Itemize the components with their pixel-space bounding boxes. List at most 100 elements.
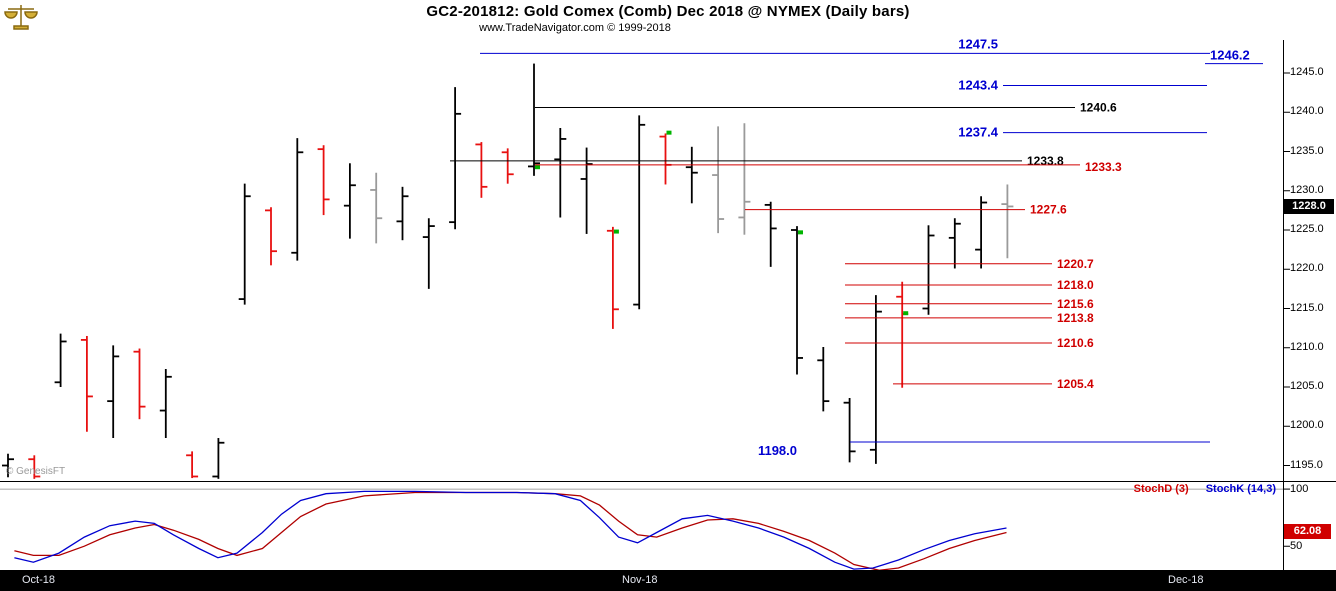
signal-marker — [613, 229, 619, 234]
ohlc-bar — [422, 218, 435, 289]
ohlc-bar — [738, 123, 751, 235]
ohlc-bar — [896, 281, 909, 388]
stochk-legend-label[interactable]: StochK (14,3) — [1205, 483, 1276, 495]
price-level-label: 1247.5 — [958, 36, 998, 51]
price-level[interactable]: 1198.0 — [758, 441, 1210, 458]
stoch-legend: StochD (3) StochK (14,3) — [0, 483, 1276, 495]
signal-marker — [798, 230, 803, 235]
time-axis[interactable]: Oct-18 Nov-18 Dec-18 — [0, 570, 1336, 591]
price-level-label: 1215.6 — [1057, 297, 1094, 311]
ohlc-bar — [159, 368, 172, 439]
signal-marker — [535, 165, 540, 170]
price-tick-label: 1195.0 — [1290, 458, 1323, 471]
price-level[interactable]: 1233.3 — [535, 160, 1122, 174]
ohlc-bar — [685, 146, 698, 204]
price-level[interactable]: 1237.4 — [958, 125, 1207, 140]
ohlc-bar — [212, 438, 225, 479]
price-tick-label: 1245.0 — [1290, 66, 1324, 78]
genesis-logo-icon — [4, 2, 40, 34]
genesis-watermark: © GenesisFT — [6, 466, 66, 477]
price-level-label: 1213.8 — [1057, 311, 1094, 325]
ohlc-bar — [764, 201, 777, 267]
price-level[interactable]: 1220.7 — [845, 257, 1094, 271]
price-level[interactable]: 1210.6 — [845, 336, 1094, 350]
ohlc-bar — [606, 226, 619, 329]
price-tick-label: 1205.0 — [1290, 380, 1324, 392]
ohlc-bar — [28, 455, 41, 479]
price-tick-label: 1200.0 — [1290, 419, 1324, 432]
price-level[interactable]: 1240.6 — [535, 101, 1117, 115]
price-tick-label: 1230.0 — [1290, 183, 1324, 196]
ohlc-bar — [133, 348, 146, 420]
price-level-label: 1240.6 — [1080, 101, 1117, 115]
ohlc-bar — [475, 142, 488, 198]
price-level-label: 1243.4 — [958, 78, 999, 93]
ohlc-bar — [712, 126, 725, 234]
ohlc-bar — [238, 183, 251, 305]
price-tick-label: 1215.0 — [1290, 301, 1324, 314]
ohlc-bar — [2, 453, 14, 478]
price-level[interactable]: 1218.0 — [845, 278, 1094, 292]
ohlc-bar — [317, 145, 330, 216]
price-level[interactable]: 1205.4 — [893, 377, 1094, 391]
ohlc-bar — [869, 295, 882, 464]
ohlc-bar — [659, 130, 672, 185]
price-level[interactable]: 1213.8 — [845, 311, 1094, 325]
price-level-label: 1198.0 — [758, 443, 797, 458]
ohlc-bar — [291, 138, 304, 261]
ohlc-bar — [948, 218, 961, 269]
price-level-label: 1233.3 — [1085, 160, 1122, 174]
price-tick-label: 1235.0 — [1290, 144, 1324, 157]
price-level[interactable]: 1243.4 — [958, 78, 1207, 93]
price-level[interactable]: 1215.6 — [845, 297, 1094, 311]
price-tick-label: 1240.0 — [1290, 105, 1324, 118]
ohlc-bar — [396, 186, 409, 241]
signal-marker — [666, 130, 672, 135]
price-level-label: 1233.8 — [1027, 154, 1064, 168]
stochd-line — [14, 491, 1007, 571]
price-level[interactable]: 1233.8 — [450, 154, 1064, 168]
price-tick-label: 1210.0 — [1290, 340, 1324, 353]
stoch-value-badge: 62.08 — [1284, 524, 1331, 539]
price-level-label: 1205.4 — [1057, 377, 1094, 391]
ohlc-bar — [817, 346, 830, 412]
price-level-label: 1237.4 — [958, 125, 999, 140]
ohlc-bar — [580, 147, 593, 234]
ohlc-bar — [107, 345, 120, 439]
price-level-label: 1246.2 — [1210, 48, 1250, 63]
ohlc-bar — [54, 333, 67, 387]
time-axis-label-dec: Dec-18 — [1168, 574, 1204, 586]
time-axis-label-nov: Nov-18 — [622, 574, 658, 586]
time-axis-label-oct: Oct-18 — [22, 574, 56, 586]
chart-subtitle: www.TradeNavigator.com © 1999-2018 — [479, 22, 671, 34]
price-level[interactable]: 1227.6 — [745, 203, 1067, 217]
stochk-line — [14, 490, 1007, 570]
ohlc-bar — [501, 148, 514, 184]
ohlc-bar — [1001, 184, 1014, 259]
stochd-legend-label[interactable]: StochD (3) — [1133, 483, 1189, 495]
signal-marker — [903, 311, 909, 316]
price-level-label: 1220.7 — [1057, 257, 1094, 271]
price-level-label: 1227.6 — [1030, 203, 1067, 217]
last-price-badge: 1228.0 — [1284, 199, 1334, 214]
ohlc-bar — [791, 226, 803, 375]
price-level[interactable]: 1246.2 — [1205, 48, 1263, 65]
ohlc-bar — [633, 115, 646, 310]
price-level-label: 1210.6 — [1057, 336, 1094, 350]
price-tick-label: 1225.0 — [1290, 223, 1324, 235]
stoch-axis-label-50: 50 — [1290, 540, 1303, 552]
price-level[interactable]: 1247.5 — [480, 36, 1210, 54]
price-tick-label: 1220.0 — [1290, 262, 1324, 275]
ohlc-bar — [186, 451, 199, 479]
ohlc-bar — [554, 127, 567, 218]
ohlc-bar — [343, 163, 356, 239]
ohlc-bar — [370, 172, 383, 244]
ohlc-bar — [843, 397, 856, 463]
chart-title: GC2-201812: Gold Comex (Comb) Dec 2018 @… — [426, 3, 910, 20]
ohlc-bar — [449, 87, 462, 230]
ohlc-bar — [922, 225, 935, 315]
stoch-axis-label-100: 100 — [1290, 483, 1309, 495]
ohlc-bar — [528, 63, 540, 176]
